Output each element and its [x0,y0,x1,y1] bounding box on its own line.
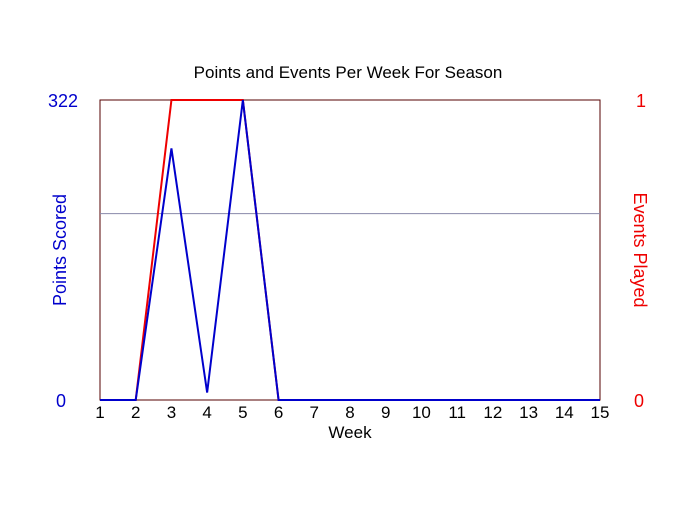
y-left-axis-label: Points Scored [50,194,70,306]
x-tick-label: 5 [238,403,247,422]
points-scored-line [100,99,600,401]
x-tick-label: 14 [555,403,574,422]
x-tick-label: 10 [412,403,431,422]
x-tick-label: 6 [274,403,283,422]
y-right-tick-bottom: 0 [634,391,644,411]
x-tick-label: 2 [131,403,140,422]
x-tick-label: 11 [448,403,466,422]
x-tick-labels: 1 2 3 4 5 6 7 8 9 10 11 12 13 14 15 [95,403,609,422]
x-tick-label: 3 [167,403,176,422]
x-tick-label: 12 [483,403,502,422]
chart-title: Points and Events Per Week For Season [194,63,503,82]
x-tick-label: 7 [310,403,319,422]
y-left-tick-bottom: 0 [56,391,66,411]
x-axis-label: Week [328,423,372,442]
y-left-tick-top: 322 [48,91,78,111]
y-right-tick-top: 1 [636,91,646,111]
x-tick-label: 1 [95,403,104,422]
x-tick-label: 9 [381,403,390,422]
x-tick-label: 13 [519,403,538,422]
x-tick-label: 15 [591,403,610,422]
y-right-axis-label: Events Played [630,192,650,307]
x-tick-label: 8 [345,403,354,422]
series-layer [100,99,600,401]
x-tick-label: 4 [202,403,211,422]
